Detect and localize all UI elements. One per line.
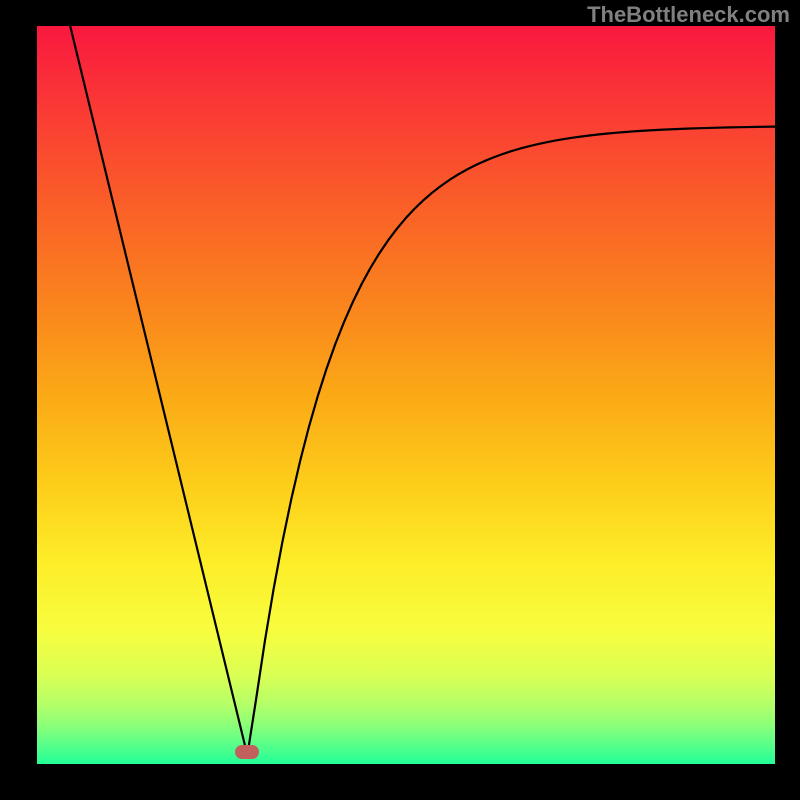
watermark-text: TheBottleneck.com	[587, 2, 790, 28]
bottleneck-curve	[37, 26, 775, 764]
curve-path	[70, 26, 775, 755]
optimal-point-marker	[235, 745, 259, 759]
